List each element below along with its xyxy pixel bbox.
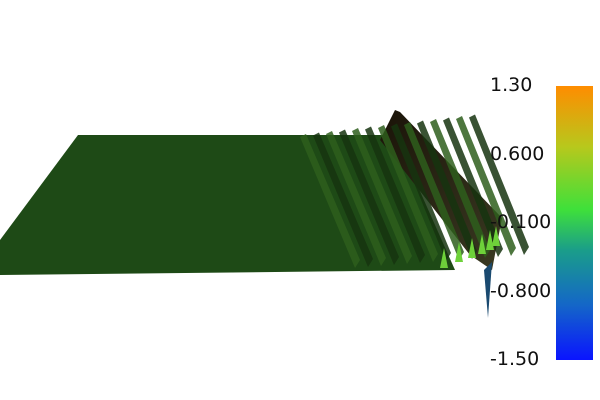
wave-fringe xyxy=(378,125,438,262)
ridge-spike xyxy=(440,248,448,268)
wave-fringe xyxy=(300,134,360,268)
wave-fringe xyxy=(430,119,490,258)
wave-fringe xyxy=(326,131,386,266)
wave-fringe xyxy=(404,122,464,260)
wave-fringe xyxy=(352,128,412,264)
ridge-spike xyxy=(486,230,494,250)
wave-fringe xyxy=(456,116,516,256)
wave-fringe xyxy=(469,114,529,255)
ridge-spike xyxy=(468,238,476,258)
colorbar-tick-label: 0.600 xyxy=(490,142,545,165)
ridge-spike xyxy=(492,226,500,246)
wave-fringes xyxy=(300,114,529,318)
wave-fringe xyxy=(313,132,373,267)
ridge-spike xyxy=(478,234,486,254)
surface-ridge xyxy=(380,110,502,270)
wave-fringe xyxy=(417,120,477,259)
wave-fringe xyxy=(443,117,503,257)
wave-fringe xyxy=(391,123,451,261)
colorbar-tick-label: -1.50 xyxy=(490,348,540,370)
colorbar-tick-label: -0.800 xyxy=(490,279,552,302)
colorbar-tick-label: 1.30 xyxy=(490,74,533,96)
colorbar xyxy=(556,86,593,360)
wave-fringe xyxy=(365,126,425,263)
ridge-down-spike xyxy=(484,262,492,318)
colorbar-tick-label: -0.100 xyxy=(490,211,552,233)
colorbar-gradient xyxy=(556,86,593,360)
ridge-spike xyxy=(455,242,463,262)
wave-fringe xyxy=(339,129,399,265)
